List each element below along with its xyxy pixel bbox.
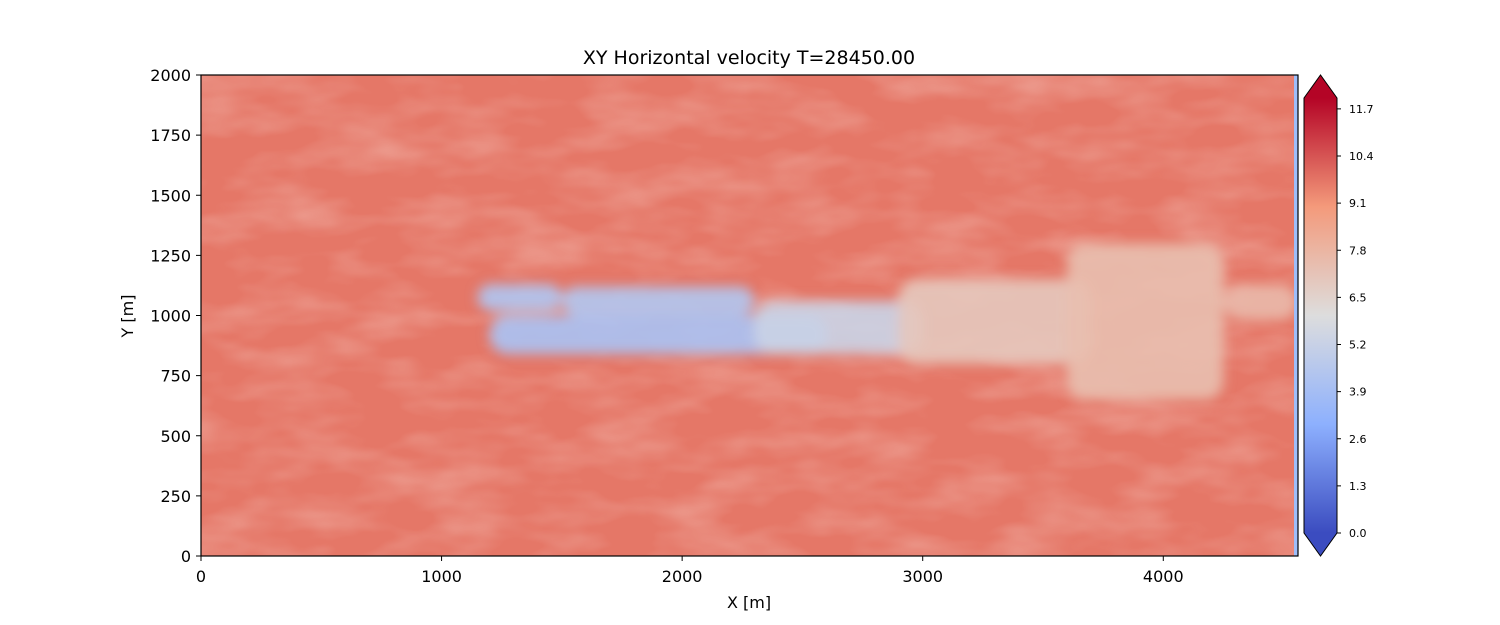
colorbar-tick-label: 1.3 xyxy=(1349,480,1367,493)
y-tick-label: 2000 xyxy=(150,66,191,85)
colorbar-body xyxy=(1304,98,1337,533)
colorbar-ticks: 0.0 1.3 2.6 3.9 5.2 6.5 7.8 9.1 10.4 11.7 xyxy=(1337,103,1374,540)
x-tick-label: 4000 xyxy=(1143,567,1184,586)
colorbar-extend-min xyxy=(1304,533,1337,556)
wake-region xyxy=(898,279,1092,364)
colorbar-tick-label: 11.7 xyxy=(1349,103,1374,116)
colorbar-extend-max xyxy=(1304,75,1337,98)
wake-regions xyxy=(477,243,1298,400)
right-edge-strip xyxy=(1294,75,1298,556)
y-axis-label: Y [m] xyxy=(118,295,137,339)
x-tick-label: 0 xyxy=(196,567,206,586)
wake-region xyxy=(477,284,562,311)
x-tick-label: 3000 xyxy=(902,567,943,586)
x-tick-label: 1000 xyxy=(421,567,462,586)
y-tick-label: 750 xyxy=(160,367,191,386)
colorbar-tick-label: 9.1 xyxy=(1349,197,1367,210)
x-axis-label: X [m] xyxy=(727,593,771,612)
colorbar-tick-label: 2.6 xyxy=(1349,433,1367,446)
colorbar-tick-label: 5.2 xyxy=(1349,339,1367,352)
colorbar-tick-label: 6.5 xyxy=(1349,291,1367,304)
colorbar-tick-label: 10.4 xyxy=(1349,150,1374,163)
wake-region xyxy=(1223,284,1298,321)
y-tick-label: 0 xyxy=(181,547,191,566)
wake-region xyxy=(1067,243,1224,400)
x-tick-label: 2000 xyxy=(662,567,703,586)
y-tick-label: 500 xyxy=(160,427,191,446)
colorbar-tick-label: 7.8 xyxy=(1349,244,1367,257)
y-tick-label: 1750 xyxy=(150,126,191,145)
colorbar-tick-label: 0.0 xyxy=(1349,527,1367,540)
wake-region xyxy=(489,315,827,354)
colorbar: 0.0 1.3 2.6 3.9 5.2 6.5 7.8 9.1 10.4 11.7 xyxy=(1303,74,1374,557)
wake-region xyxy=(561,286,755,316)
y-tick-label: 1000 xyxy=(150,307,191,326)
y-axis-ticks: 0 250 500 750 1000 1250 1500 1750 2000 xyxy=(150,66,201,566)
plot-area xyxy=(200,74,1299,557)
y-tick-label: 1500 xyxy=(150,186,191,205)
x-axis-ticks: 0 1000 2000 3000 4000 xyxy=(196,556,1184,586)
wake-region xyxy=(754,301,923,354)
y-tick-label: 1250 xyxy=(150,246,191,265)
y-tick-label: 250 xyxy=(160,487,191,506)
chart-title: XY Horizontal velocity T=28450.00 xyxy=(583,47,915,69)
colorbar-tick-label: 3.9 xyxy=(1349,386,1367,399)
